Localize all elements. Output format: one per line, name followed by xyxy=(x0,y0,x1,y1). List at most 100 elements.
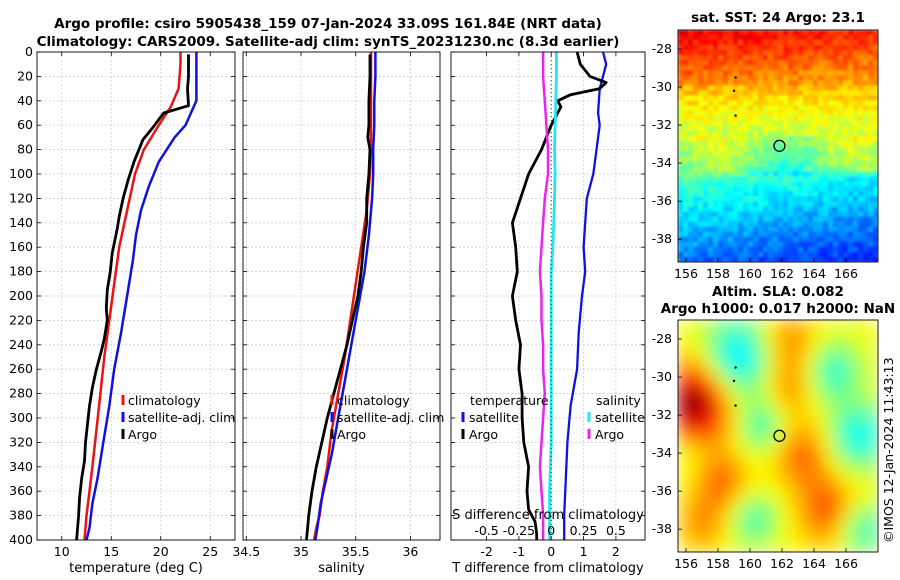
sla-cell xyxy=(710,352,719,361)
sst-cell xyxy=(728,156,734,162)
temperature-ytick-label: 60 xyxy=(17,117,33,132)
sst-cell xyxy=(723,216,729,223)
sst-cell xyxy=(863,166,869,172)
sla-cell xyxy=(718,400,727,409)
sst-cell xyxy=(828,251,834,258)
sla-cell xyxy=(870,472,878,481)
sst-cell xyxy=(843,211,849,218)
sst-cell xyxy=(793,50,799,56)
sla-cell xyxy=(862,336,871,345)
sst-cell xyxy=(718,55,724,61)
sla-cell xyxy=(854,384,863,393)
temperature-ytick-label: 300 xyxy=(9,410,33,425)
sst-cell xyxy=(683,55,689,61)
sla-cell xyxy=(758,504,767,513)
sst-cell xyxy=(788,100,794,107)
sla-cell xyxy=(854,320,863,329)
sla-cell xyxy=(862,536,871,545)
sla-cell xyxy=(686,360,695,369)
sla-cell xyxy=(694,440,703,449)
sst-cell xyxy=(858,35,864,41)
sst-cell xyxy=(678,65,684,71)
sst-cell xyxy=(808,186,814,192)
sla-cell xyxy=(694,392,703,401)
sst-cell xyxy=(693,75,699,82)
sst-cell xyxy=(783,90,789,97)
sst-cell xyxy=(723,30,729,36)
sst-cell xyxy=(733,231,739,238)
sst-cell xyxy=(868,246,874,253)
sst-cell xyxy=(728,206,734,213)
sst-map-xtick-label: 166 xyxy=(834,266,858,281)
sst-cell xyxy=(678,191,684,198)
sst-cell xyxy=(763,90,769,97)
sst-cell xyxy=(773,45,779,51)
sst-cell xyxy=(683,156,689,162)
sst-cell xyxy=(818,125,824,132)
sla-cell xyxy=(742,472,751,481)
sst-cell xyxy=(868,70,874,76)
sst-cell xyxy=(823,181,829,187)
sst-cell xyxy=(853,125,859,132)
sst-cell xyxy=(833,110,839,117)
sst-cell xyxy=(778,201,784,208)
sla-cell xyxy=(822,496,831,505)
sst-cell xyxy=(838,236,844,243)
sst-cell xyxy=(693,120,699,127)
sst-cell xyxy=(713,60,719,66)
sst-cell xyxy=(723,80,729,87)
sst-cell xyxy=(758,105,764,112)
sst-cell xyxy=(768,246,774,253)
sst-cell xyxy=(728,166,734,172)
sst-cell xyxy=(828,65,834,71)
temperature-ytick-label: 160 xyxy=(9,239,33,254)
sst-cell xyxy=(853,40,859,46)
sla-cell xyxy=(678,432,687,441)
sst-map-argo-marker xyxy=(773,139,786,152)
sst-cell xyxy=(873,125,878,132)
sst-cell xyxy=(678,166,684,172)
sst-cell xyxy=(688,65,694,71)
sst-cell xyxy=(823,206,829,213)
header-line-1: Argo profile: csiro 5905438_159 07-Jan-2… xyxy=(54,16,602,32)
sla-cell xyxy=(750,520,759,529)
sst-cell xyxy=(763,181,769,187)
sst-cell xyxy=(803,55,809,61)
sst-cell xyxy=(748,201,754,208)
sst-cell xyxy=(818,146,824,152)
salinity-xtick-label: 35 xyxy=(293,544,309,559)
sst-cell xyxy=(783,120,789,127)
sla-cell xyxy=(710,488,719,497)
sst-cell xyxy=(708,196,714,203)
sla-cell xyxy=(726,472,735,481)
sla-cell xyxy=(766,512,775,521)
sst-cell xyxy=(693,80,699,87)
sst-cell xyxy=(743,181,749,187)
sla-cell xyxy=(846,400,855,409)
sst-cell xyxy=(873,100,878,107)
sst-cell xyxy=(753,65,759,71)
sst-cell xyxy=(693,85,699,92)
sst-cell xyxy=(753,176,759,182)
sst-cell xyxy=(698,166,704,172)
sst-cell xyxy=(678,135,684,142)
sst-cell xyxy=(743,70,749,76)
sst-cell xyxy=(698,55,704,61)
sla-cell xyxy=(710,416,719,425)
sla-cell xyxy=(838,384,847,393)
sst-cell xyxy=(778,186,784,192)
sst-cell xyxy=(843,191,849,198)
sst-cell xyxy=(758,176,764,182)
sst-cell xyxy=(798,166,804,172)
sst-cell xyxy=(863,236,869,243)
sla-cell xyxy=(846,472,855,481)
sst-cell xyxy=(683,186,689,192)
sst-cell xyxy=(733,120,739,127)
sst-cell xyxy=(773,251,779,258)
sst-cell xyxy=(713,55,719,61)
sla-cell xyxy=(870,536,878,545)
sst-cell xyxy=(823,60,829,66)
sst-cell xyxy=(708,181,714,187)
sst-cell xyxy=(758,75,764,82)
sst-cell xyxy=(723,221,729,228)
